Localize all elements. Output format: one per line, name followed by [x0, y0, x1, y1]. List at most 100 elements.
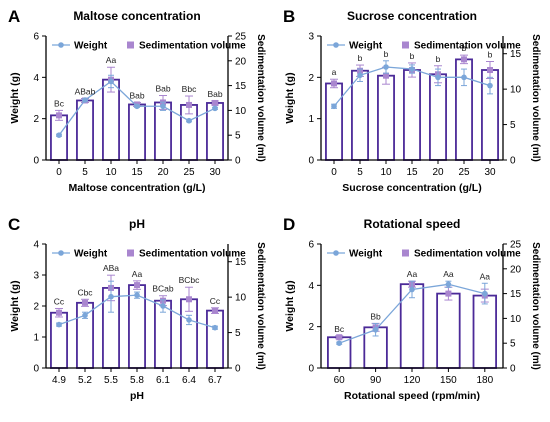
right-axis-tick-label: 5 — [510, 120, 516, 131]
weight-point — [160, 103, 166, 110]
left-axis-tick-label: 0 — [33, 156, 39, 167]
left-axis-tick-label: 2 — [308, 322, 314, 333]
x-axis-label: Maltose concentration (g/L) — [68, 182, 205, 194]
legend-sedimentation-label: Sedimentation volume — [414, 41, 521, 52]
x-axis-tick-label: 6.4 — [182, 375, 196, 386]
sedimentation-marker — [186, 101, 192, 108]
weight-point — [409, 66, 415, 72]
sedimentation-bar — [377, 74, 395, 161]
right-axis-tick-label: 15 — [235, 257, 247, 268]
weight-point — [212, 324, 218, 331]
sedimentation-marker — [134, 282, 140, 289]
significance-label: ABab — [75, 86, 96, 96]
right-axis-tick-label: 20 — [235, 56, 247, 67]
x-axis-tick-label: 10 — [380, 167, 392, 178]
significance-label: Cc — [54, 296, 65, 306]
significance-label: BCbc — [179, 275, 201, 285]
x-axis-tick-label: 5.5 — [104, 375, 118, 386]
significance-label: Aa — [443, 269, 454, 279]
left-axis-tick-label: 2 — [33, 114, 39, 125]
right-axis-label: Sedimentation volume (ml) — [530, 242, 541, 370]
weight-point — [383, 64, 389, 70]
weight-point — [134, 103, 140, 110]
sedimentation-marker — [82, 299, 88, 306]
sedimentation-marker — [186, 296, 192, 303]
right-axis-tick-label: 10 — [235, 106, 247, 117]
weight-point — [134, 292, 140, 298]
significance-label: b — [410, 51, 415, 61]
x-axis-tick-label: 30 — [484, 167, 496, 178]
right-axis-tick-label: 10 — [510, 85, 522, 96]
panel-letter: B — [283, 7, 295, 26]
weight-point — [56, 132, 62, 138]
x-axis-label: Rotational speed (rpm/min) — [344, 390, 480, 402]
x-axis-tick-label: 30 — [209, 167, 221, 178]
significance-label: Aa — [480, 271, 491, 281]
legend-sedimentation-label: Sedimentation volume — [414, 249, 521, 260]
significance-label: a — [332, 67, 337, 77]
chart-title: Sucrose concentration — [347, 9, 477, 23]
x-axis-label: pH — [130, 390, 144, 402]
legend-sedimentation-label: Sedimentation volume — [139, 249, 246, 260]
x-axis-tick-label: 5 — [357, 167, 363, 178]
left-axis-label: Weight (g) — [9, 72, 21, 123]
significance-label: Aa — [407, 269, 418, 279]
right-axis-tick-label: 5 — [235, 131, 241, 142]
sedimentation-marker — [331, 80, 337, 87]
x-axis-tick-label: 150 — [440, 375, 457, 386]
chart-title: Rotational speed — [364, 217, 461, 231]
left-axis-tick-label: 1 — [308, 114, 314, 125]
x-axis-tick-label: 60 — [334, 375, 346, 386]
legend-weight-marker — [58, 42, 64, 48]
right-axis-label: Sedimentation volume (ml) — [530, 34, 541, 162]
significance-label: Aa — [132, 269, 143, 279]
sedimentation-marker — [383, 72, 389, 79]
significance-label: Cbc — [77, 287, 93, 297]
left-axis-tick-label: 0 — [33, 364, 39, 375]
sedimentation-bar — [206, 309, 224, 369]
weight-point — [160, 303, 166, 309]
x-axis-tick-label: 90 — [370, 375, 382, 386]
significance-label: b — [384, 49, 389, 59]
left-axis-tick-label: 6 — [33, 32, 39, 43]
x-axis-tick-label: 20 — [432, 167, 444, 178]
legend-sedimentation-marker — [127, 249, 134, 257]
legend-sedimentation-marker — [402, 41, 409, 49]
significance-label: b — [358, 53, 363, 63]
right-axis-tick-label: 20 — [510, 264, 522, 275]
weight-point — [461, 74, 467, 81]
weight-point — [186, 317, 192, 323]
right-axis-tick-label: 25 — [510, 240, 522, 251]
sedimentation-marker — [445, 290, 452, 297]
chart-a: A Maltose concentration Bc ABab Aa Bab Bab Bbc B… — [8, 7, 266, 194]
significance-label: ABa — [103, 263, 119, 273]
panel-letter: A — [8, 7, 20, 26]
significance-label: Bc — [54, 98, 65, 108]
x-axis-tick-label: 5.2 — [78, 375, 92, 386]
x-axis-tick-label: 20 — [157, 167, 169, 178]
left-axis-tick-label: 2 — [33, 302, 39, 313]
left-axis-label: Weight (g) — [284, 72, 296, 123]
legend-weight-label: Weight — [349, 249, 383, 260]
panel-d: D Rotational speed Bc Bb Aa Aa Aa 0 2 4 6 0 5 10 15 20 2… — [275, 208, 550, 417]
sedimentation-marker — [56, 309, 62, 316]
right-axis-tick-label: 0 — [235, 156, 241, 167]
x-axis-tick-label: 25 — [458, 167, 470, 178]
significance-label: Bbc — [182, 84, 197, 94]
weight-point — [336, 340, 342, 346]
right-axis-tick-label: 0 — [510, 156, 516, 167]
x-axis-tick-label: 15 — [131, 167, 143, 178]
x-axis-tick-label: 0 — [56, 167, 62, 178]
sedimentation-marker — [336, 334, 343, 341]
left-axis-tick-label: 4 — [33, 73, 39, 84]
x-axis-tick-label: 6.7 — [208, 375, 222, 386]
significance-label: Aa — [106, 55, 117, 65]
right-axis-tick-label: 15 — [235, 81, 247, 92]
panel-b: B Sucrose concentration a b b b b b b 0 1 2 3 0 5 10 15 0… — [275, 0, 550, 208]
right-axis-tick-label: 5 — [235, 328, 241, 339]
weight-point — [487, 82, 493, 89]
weight-point — [82, 312, 88, 319]
